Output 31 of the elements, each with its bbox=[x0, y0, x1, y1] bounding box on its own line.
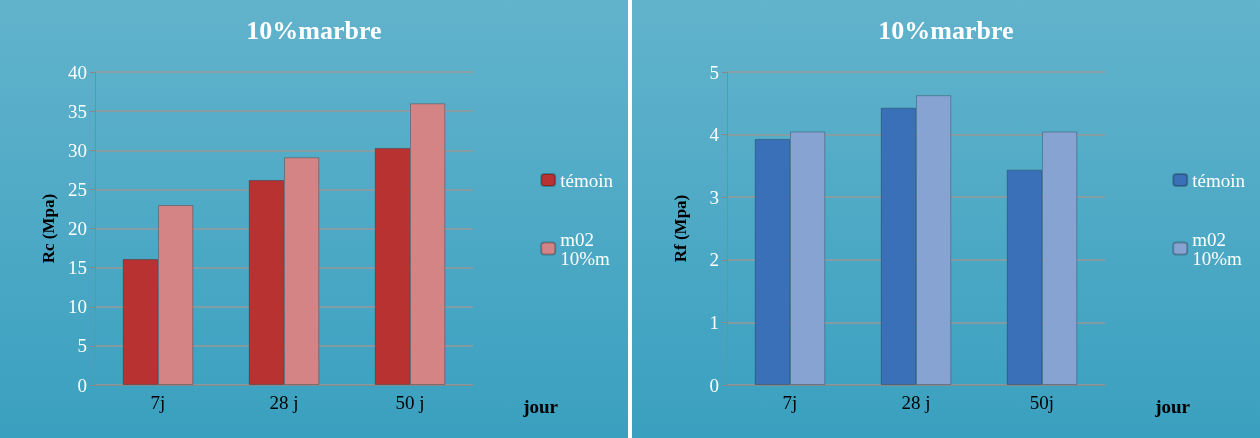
y-tick-label: 20 bbox=[68, 218, 87, 239]
y-tick-label: 15 bbox=[68, 257, 87, 279]
y-tick-label: 5 bbox=[709, 61, 719, 83]
chart-title: 10%marbre bbox=[878, 15, 1014, 45]
y-tick-label: 4 bbox=[709, 124, 720, 146]
y-tick-label: 0 bbox=[77, 374, 87, 396]
y-axis-title: Rf (Mpa) bbox=[671, 194, 690, 263]
y-tick-label: 3 bbox=[709, 186, 719, 208]
x-tick-label: 50j bbox=[1029, 392, 1055, 413]
y-tick-label: 1 bbox=[709, 311, 719, 333]
x-axis-title: jour bbox=[522, 396, 559, 417]
legend-label: témoin bbox=[1192, 169, 1246, 191]
x-tick-label: 28 j bbox=[901, 392, 931, 413]
y-tick-label: 0 bbox=[709, 374, 719, 396]
y-tick-label: 10 bbox=[68, 296, 87, 318]
x-axis-title: jour bbox=[1154, 396, 1191, 417]
x-tick-label: 7j bbox=[782, 392, 798, 413]
legend-label: m02 10%m bbox=[560, 228, 611, 269]
y-tick-label: 25 bbox=[68, 178, 87, 200]
y-tick-label: 30 bbox=[68, 139, 87, 161]
y-tick-label: 5 bbox=[77, 335, 87, 357]
legend-label: témoin bbox=[560, 169, 614, 191]
y-tick-label: 35 bbox=[68, 100, 87, 122]
y-tick-label: 2 bbox=[709, 249, 719, 271]
x-tick-label: 7j bbox=[150, 392, 166, 413]
y-axis-title: Rc (Mpa) bbox=[39, 193, 58, 264]
chart-title: 10%marbre bbox=[246, 15, 382, 45]
y-tick-label: 40 bbox=[68, 61, 87, 83]
x-tick-label: 50 j bbox=[395, 392, 425, 413]
legend-label: m02 10%m bbox=[1192, 228, 1243, 269]
x-tick-label: 28 j bbox=[269, 392, 299, 413]
